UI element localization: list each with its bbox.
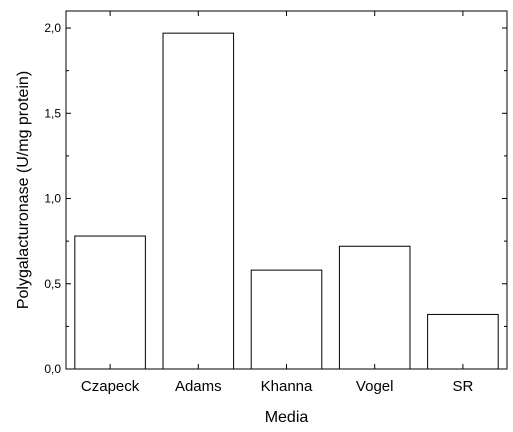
x-tick-label: Vogel: [356, 378, 394, 395]
y-axis-title: Polygalacturonase (U/mg protein): [15, 71, 32, 309]
bar-sr: [427, 313, 499, 370]
bar-vogel: [338, 245, 411, 370]
bar-czapeck: [74, 235, 146, 370]
x-axis-title: Media: [265, 409, 309, 426]
bar-adams: [162, 32, 235, 370]
y-tick-label: 1,5: [44, 106, 61, 120]
x-tick-label: Khanna: [261, 378, 313, 395]
x-tick-label: SR: [452, 378, 473, 395]
x-tick-label: Czapeck: [81, 378, 140, 395]
bar-khanna: [250, 269, 323, 370]
y-tick-label: 2,0: [44, 21, 61, 35]
x-tick-label: Adams: [175, 378, 222, 395]
y-axis: 0,0 0,5 1,0 1,5 2,0: [44, 21, 507, 376]
y-tick-label: 0,5: [44, 277, 61, 291]
x-axis: Czapeck Adams Khanna Vogel SR: [81, 11, 473, 395]
y-tick-label: 1,0: [44, 192, 61, 206]
bars-group: [74, 32, 499, 370]
y-tick-label: 0,0: [44, 362, 61, 376]
